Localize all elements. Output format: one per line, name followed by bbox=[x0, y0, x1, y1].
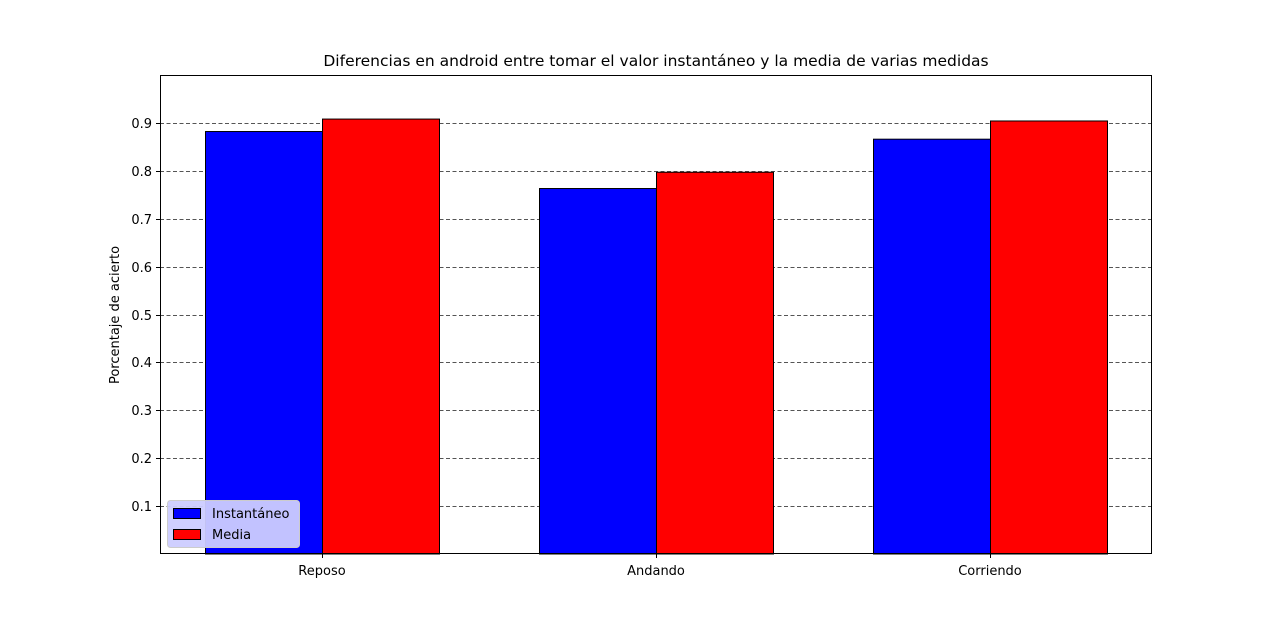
y-axis-ticks: 0.1 0.2 0.3 0.4 0.5 0.6 0.7 0.8 0.9 bbox=[131, 117, 160, 515]
y-tick-label: 0.7 bbox=[131, 213, 152, 228]
bar-media-reposo bbox=[322, 118, 440, 555]
legend-label: Media bbox=[212, 528, 251, 543]
bar-instant-neo-reposo bbox=[205, 131, 323, 555]
legend-swatch bbox=[173, 529, 201, 540]
y-tick-label: 0.8 bbox=[131, 165, 152, 180]
x-tick-label: Reposo bbox=[298, 564, 345, 579]
bars bbox=[205, 118, 1108, 555]
y-tick-label: 0.2 bbox=[131, 452, 152, 467]
y-tick-label: 0.3 bbox=[131, 404, 152, 419]
x-tick-label: Andando bbox=[627, 564, 685, 579]
bar-media-corriendo bbox=[990, 120, 1108, 555]
y-axis-label: Porcentaje de acierto bbox=[108, 246, 123, 384]
x-axis-ticks: Reposo Andando Corriendo bbox=[298, 554, 1022, 579]
y-tick-label: 0.9 bbox=[131, 117, 152, 132]
y-tick-label: 0.4 bbox=[131, 356, 152, 371]
chart-title: Diferencias en android entre tomar el va… bbox=[323, 52, 988, 70]
y-tick-label: 0.6 bbox=[131, 261, 152, 276]
x-tick-label: Corriendo bbox=[958, 564, 1022, 579]
bar-instant-neo-andando bbox=[539, 188, 657, 555]
plot-frame bbox=[160, 75, 1152, 554]
bar-media-andando bbox=[656, 171, 774, 555]
y-tick-label: 0.1 bbox=[131, 500, 152, 515]
bar-instant-neo-corriendo bbox=[873, 138, 991, 555]
legend: Instantáneo Media bbox=[167, 500, 300, 548]
y-tick-label: 0.5 bbox=[131, 309, 152, 324]
legend-label: Instantáneo bbox=[212, 507, 289, 522]
legend-swatch bbox=[173, 508, 201, 519]
